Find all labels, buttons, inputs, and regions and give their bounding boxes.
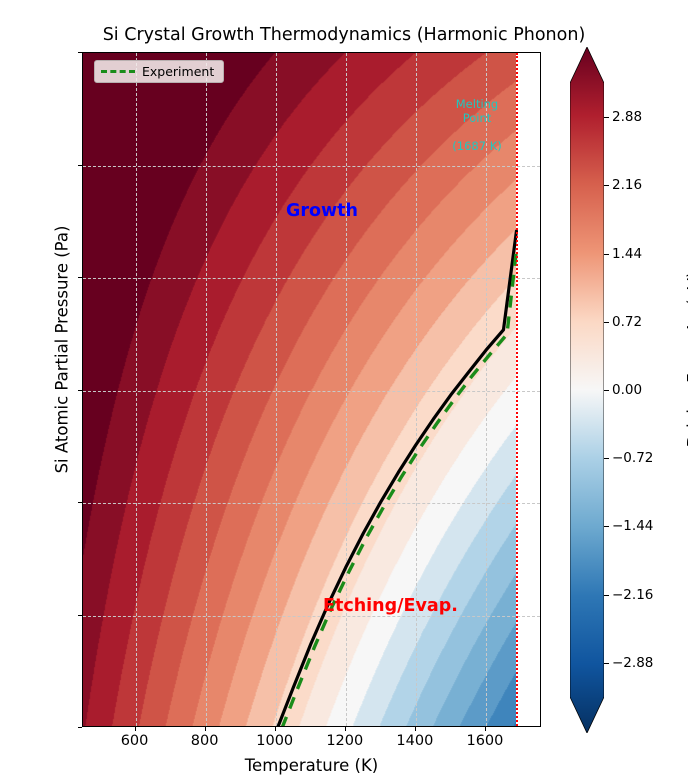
colorbar-tick-label: −0.72 (612, 450, 654, 467)
colorbar-tick-mark (604, 458, 609, 460)
melting-point-label-line-1: Melting Point (455, 97, 499, 125)
x-tick-mark (484, 727, 486, 731)
region-label-etching: Etching/Evap. (323, 596, 458, 616)
driving-force-heatmap (83, 53, 517, 726)
y-tick-mark (78, 614, 82, 616)
colorbar-tick-mark (604, 390, 609, 391)
colorbar-tick-mark (604, 117, 609, 119)
colorbar-gradient (570, 47, 604, 733)
colorbar-tick-label: −1.44 (612, 518, 654, 535)
colorbar-tick-label: 2.16 (612, 177, 643, 194)
colorbar-tick-mark (604, 185, 609, 187)
colorbar-tick-mark (604, 253, 609, 255)
x-tick-mark (414, 727, 416, 731)
y-tick-mark (78, 277, 82, 278)
y-tick-mark (78, 727, 82, 728)
colorbar-tick-label: −2.16 (612, 586, 654, 603)
equilibrium-curve (276, 229, 519, 726)
colorbar-tick-label: −2.88 (612, 654, 654, 671)
colorbar-tick-label: 0.00 (612, 382, 643, 398)
legend-swatch-experiment (101, 70, 135, 73)
x-tick-label: 800 (190, 733, 219, 749)
curves-layer (276, 229, 519, 726)
x-tick-mark (344, 727, 346, 731)
legend[interactable]: Experiment (94, 60, 225, 83)
x-tick-label: 1600 (466, 733, 504, 749)
x-tick-mark (134, 727, 136, 731)
melting-point-line (516, 53, 519, 726)
melting-point-label-line-2: (1687 K) (452, 139, 502, 153)
colorbar-tick-mark (604, 321, 609, 323)
x-tick-label: 1200 (326, 733, 364, 749)
x-tick-label: 1000 (256, 733, 294, 749)
melting-point-label: Melting Point (1687 K) (441, 83, 513, 167)
region-label-growth: Growth (286, 201, 359, 221)
y-tick-mark (78, 52, 82, 53)
colorbar: −2.88 −2.16 −1.44 −0.72 0.00 0.72 1.44 2.16 2.88 (570, 47, 653, 733)
colorbar-tick-mark (604, 662, 609, 664)
x-tick-label: 1400 (396, 733, 434, 749)
colorbar-tick-mark (604, 526, 609, 528)
experiment-curve (280, 250, 519, 726)
y-axis-label: Si Atomic Partial Pressure (Pa) (52, 225, 72, 474)
colorbar-tick-label: 0.72 (612, 313, 643, 330)
x-tick-label: 600 (120, 733, 149, 749)
figure-title-line-1: Si Crystal Growth Thermodynamics (Harmon… (102, 25, 586, 45)
colorbar-tick-mark (604, 594, 609, 596)
legend-label-experiment: Experiment (142, 64, 215, 79)
y-tick-mark (78, 164, 82, 166)
colorbar-tick-label: 2.88 (612, 109, 643, 126)
colorbar-label: Driving Force Δμ (eV) (684, 271, 688, 448)
y-tick-mark (78, 389, 82, 391)
x-axis-label: Temperature (K) (244, 756, 379, 775)
y-tick-mark (78, 502, 82, 503)
colorbar-tick-label: 1.44 (612, 245, 643, 262)
x-tick-mark (204, 727, 206, 731)
plot-axes: Melting Point (1687 K) Growth Etching/Ev… (82, 52, 541, 727)
x-tick-mark (274, 727, 276, 731)
